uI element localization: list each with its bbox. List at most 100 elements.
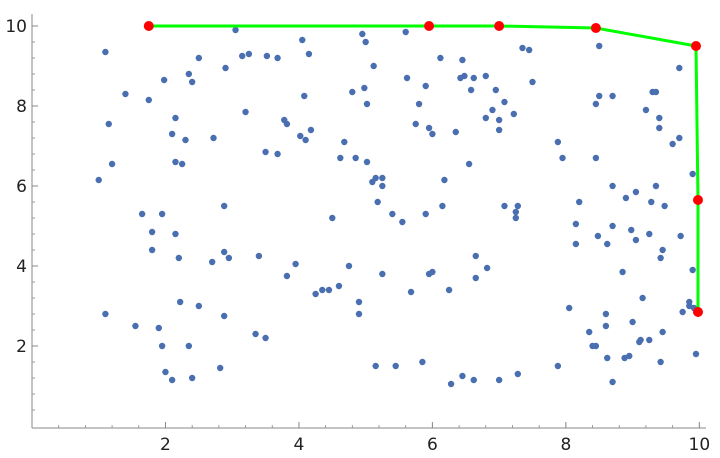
data-point xyxy=(559,154,566,162)
data-point xyxy=(572,220,580,228)
y-tick-label: 6 xyxy=(16,177,27,197)
data-point xyxy=(302,136,309,144)
data-point xyxy=(216,364,224,372)
data-point xyxy=(657,358,664,366)
data-point xyxy=(392,362,399,370)
data-point xyxy=(145,96,152,104)
data-point xyxy=(429,268,436,276)
data-point xyxy=(646,230,653,238)
data-point xyxy=(188,374,196,382)
data-point xyxy=(669,140,676,148)
data-point xyxy=(363,100,371,108)
data-point xyxy=(472,274,479,282)
data-point xyxy=(629,318,636,326)
data-point xyxy=(242,108,249,116)
data-point xyxy=(676,64,683,72)
data-point xyxy=(122,90,129,98)
data-point xyxy=(659,328,666,336)
data-point xyxy=(461,72,468,80)
x-tick-label: 4 xyxy=(294,435,305,455)
data-point xyxy=(188,78,196,86)
data-point xyxy=(554,138,562,146)
hull-series xyxy=(143,21,703,317)
data-point xyxy=(102,48,109,56)
data-point xyxy=(419,358,426,366)
data-points xyxy=(95,26,700,388)
data-point xyxy=(185,70,193,78)
data-point xyxy=(312,290,319,298)
data-point xyxy=(609,222,616,230)
data-point xyxy=(441,176,448,184)
data-point xyxy=(292,260,299,268)
data-point xyxy=(262,334,269,342)
data-point xyxy=(335,282,343,290)
data-point xyxy=(422,82,429,90)
data-point xyxy=(482,72,489,80)
data-point xyxy=(148,228,156,236)
data-point xyxy=(657,254,664,262)
data-point xyxy=(648,198,655,206)
data-point xyxy=(437,54,444,62)
hull-vertex xyxy=(590,23,601,33)
data-point xyxy=(514,202,522,210)
data-point xyxy=(529,78,536,86)
data-point xyxy=(429,130,436,138)
data-point xyxy=(639,294,646,302)
data-point xyxy=(459,56,466,64)
data-point xyxy=(501,98,508,106)
data-point xyxy=(604,240,611,248)
data-point xyxy=(483,264,491,272)
data-point xyxy=(656,124,663,132)
data-point xyxy=(341,138,348,146)
data-point xyxy=(355,298,363,306)
data-point xyxy=(495,116,503,124)
data-point xyxy=(95,176,102,184)
data-point xyxy=(565,304,573,312)
data-point xyxy=(262,148,269,156)
data-point xyxy=(592,154,600,162)
data-point xyxy=(415,100,423,108)
data-point xyxy=(465,160,473,168)
data-point xyxy=(345,262,353,270)
data-point xyxy=(692,350,700,358)
y-tick-label: 10 xyxy=(5,17,27,37)
data-point xyxy=(225,254,233,262)
data-point xyxy=(596,42,603,50)
data-point xyxy=(492,86,499,94)
data-point xyxy=(495,126,503,134)
data-point xyxy=(514,370,522,378)
data-point xyxy=(525,46,533,54)
data-point xyxy=(602,322,610,330)
data-point xyxy=(632,236,640,244)
data-point xyxy=(158,342,166,350)
data-point xyxy=(403,74,411,82)
data-point xyxy=(402,28,409,36)
data-point xyxy=(609,92,616,100)
data-point xyxy=(399,218,406,226)
data-point xyxy=(679,308,686,316)
data-point xyxy=(677,232,684,240)
data-point xyxy=(470,74,477,82)
data-point xyxy=(370,62,377,70)
data-point xyxy=(337,154,344,162)
x-tick-label: 8 xyxy=(560,435,571,455)
data-point xyxy=(379,174,386,182)
data-point xyxy=(172,230,179,238)
x-tick-label: 2 xyxy=(160,435,171,455)
data-point xyxy=(175,254,183,262)
data-point xyxy=(352,154,359,162)
data-point xyxy=(160,76,168,84)
data-point xyxy=(689,170,696,178)
data-point xyxy=(252,330,259,338)
data-point xyxy=(158,210,166,218)
data-point xyxy=(305,50,313,58)
data-point xyxy=(512,214,520,222)
axis-tick-labels: 2 4 6 8 10 2 4 6 8 10 xyxy=(5,17,710,455)
data-point xyxy=(445,286,453,294)
data-point xyxy=(602,310,610,318)
data-point xyxy=(596,92,603,100)
y-tick-label: 2 xyxy=(16,337,27,357)
data-point xyxy=(363,158,371,166)
data-point xyxy=(220,248,228,256)
data-point xyxy=(609,378,616,386)
